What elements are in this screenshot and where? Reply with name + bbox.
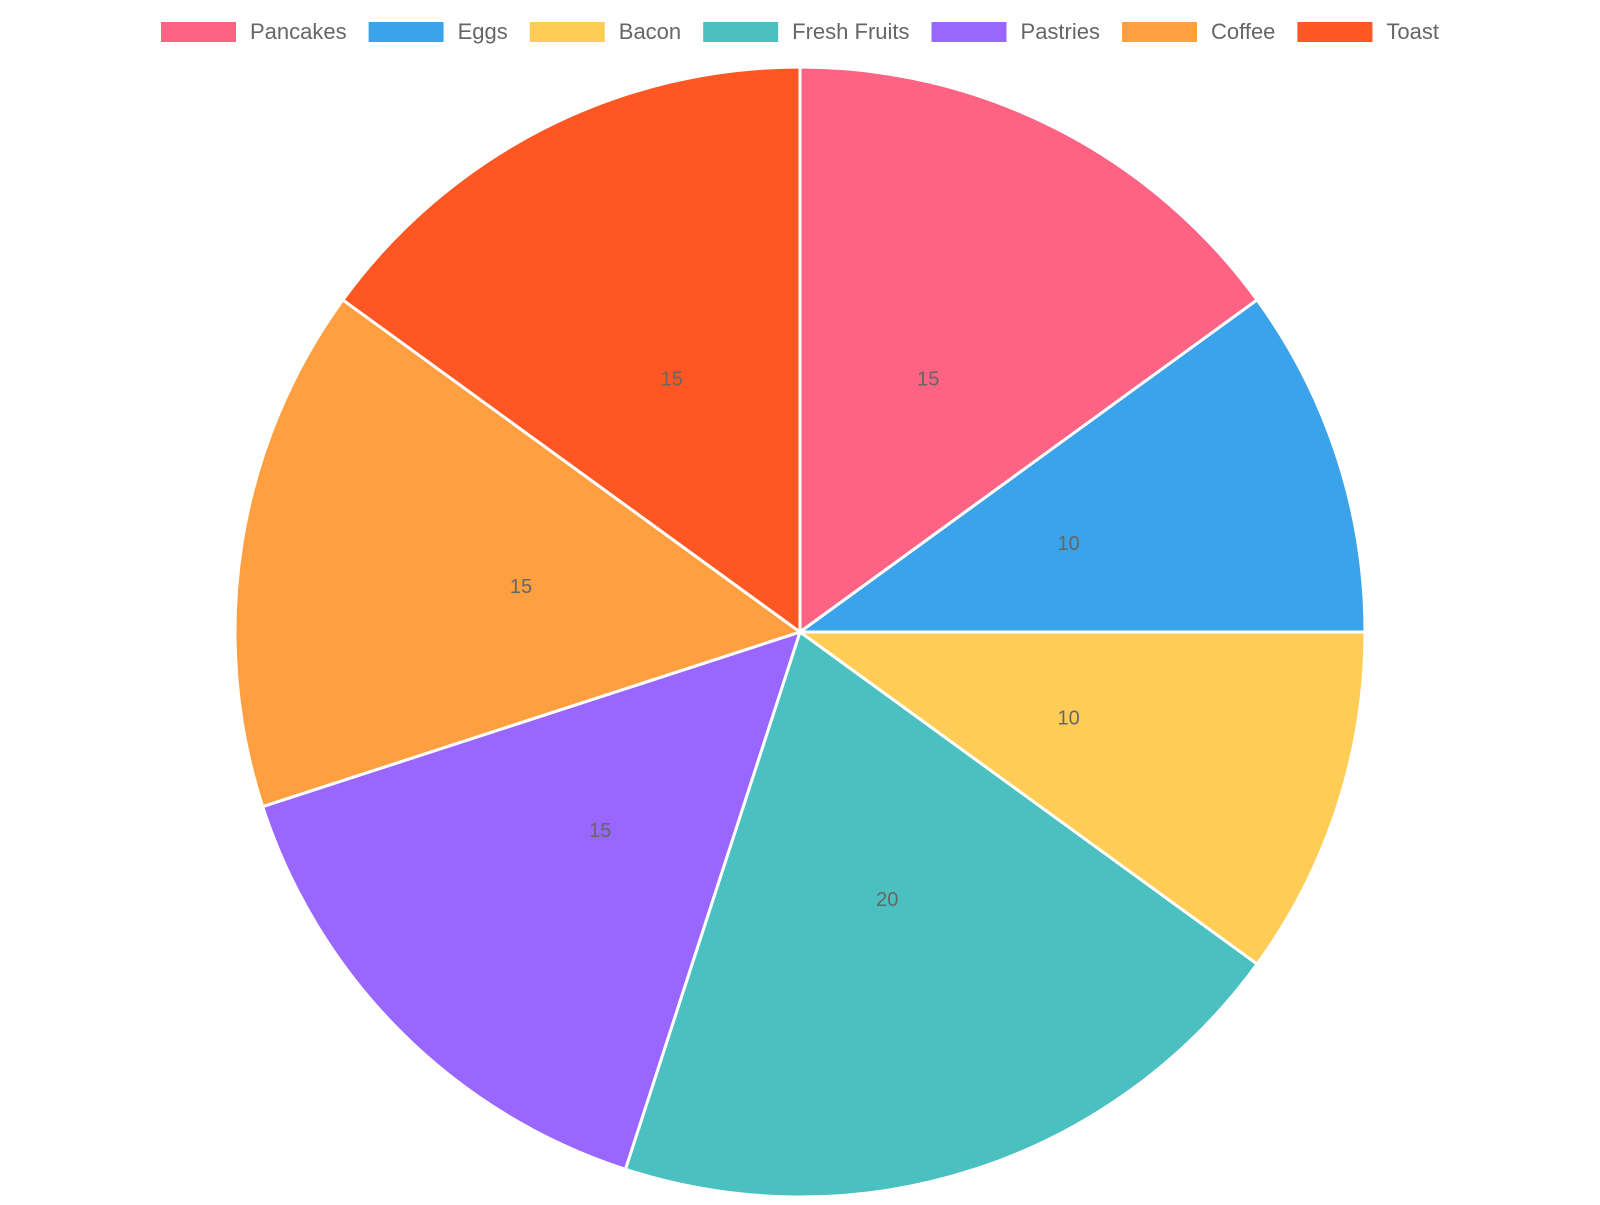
legend-item: Eggs bbox=[368, 19, 508, 44]
legend-swatch bbox=[368, 22, 444, 42]
pie-slice bbox=[260, 629, 803, 1172]
legend-swatch bbox=[931, 22, 1007, 42]
legend-item: Toast bbox=[1297, 19, 1439, 44]
legend-text: Toast bbox=[1386, 19, 1439, 44]
legend-swatch bbox=[1122, 22, 1197, 42]
legend-item: Coffee bbox=[1122, 19, 1275, 44]
value-label: 10 bbox=[1058, 708, 1080, 730]
pie-slice bbox=[233, 297, 804, 809]
legend: Pancakes Eggs Bacon Fresh Fruits Pastries Cof… bbox=[160, 19, 1439, 44]
pie-slice bbox=[795, 630, 1367, 967]
legend-text: Eggs bbox=[458, 19, 508, 44]
legend-text: Fresh Fruits bbox=[792, 19, 909, 44]
value-label: 15 bbox=[917, 369, 939, 391]
legend-swatch bbox=[1297, 22, 1373, 42]
value-label: 15 bbox=[510, 576, 532, 598]
legend-text: Coffee bbox=[1211, 19, 1275, 44]
pie-slice bbox=[798, 65, 1260, 635]
legend-text: Pancakes bbox=[250, 19, 347, 44]
legend-swatch bbox=[529, 22, 605, 42]
pie-slice bbox=[340, 65, 802, 635]
legend-swatch bbox=[703, 22, 779, 42]
pie-slice bbox=[623, 629, 1260, 1199]
legend-swatch bbox=[160, 22, 236, 42]
legend-item: Bacon bbox=[529, 19, 681, 44]
legend-item: Pastries bbox=[931, 19, 1100, 44]
legend-item: Pancakes bbox=[160, 19, 347, 44]
value-label: 15 bbox=[661, 369, 683, 391]
legend-item: Fresh Fruits bbox=[703, 19, 910, 44]
pie-slice bbox=[795, 297, 1367, 634]
value-label: 10 bbox=[1058, 533, 1080, 555]
value-label: 20 bbox=[876, 889, 898, 911]
value-label: 15 bbox=[589, 820, 611, 842]
legend-text: Bacon bbox=[619, 19, 681, 44]
legend-text: Pastries bbox=[1021, 19, 1100, 44]
